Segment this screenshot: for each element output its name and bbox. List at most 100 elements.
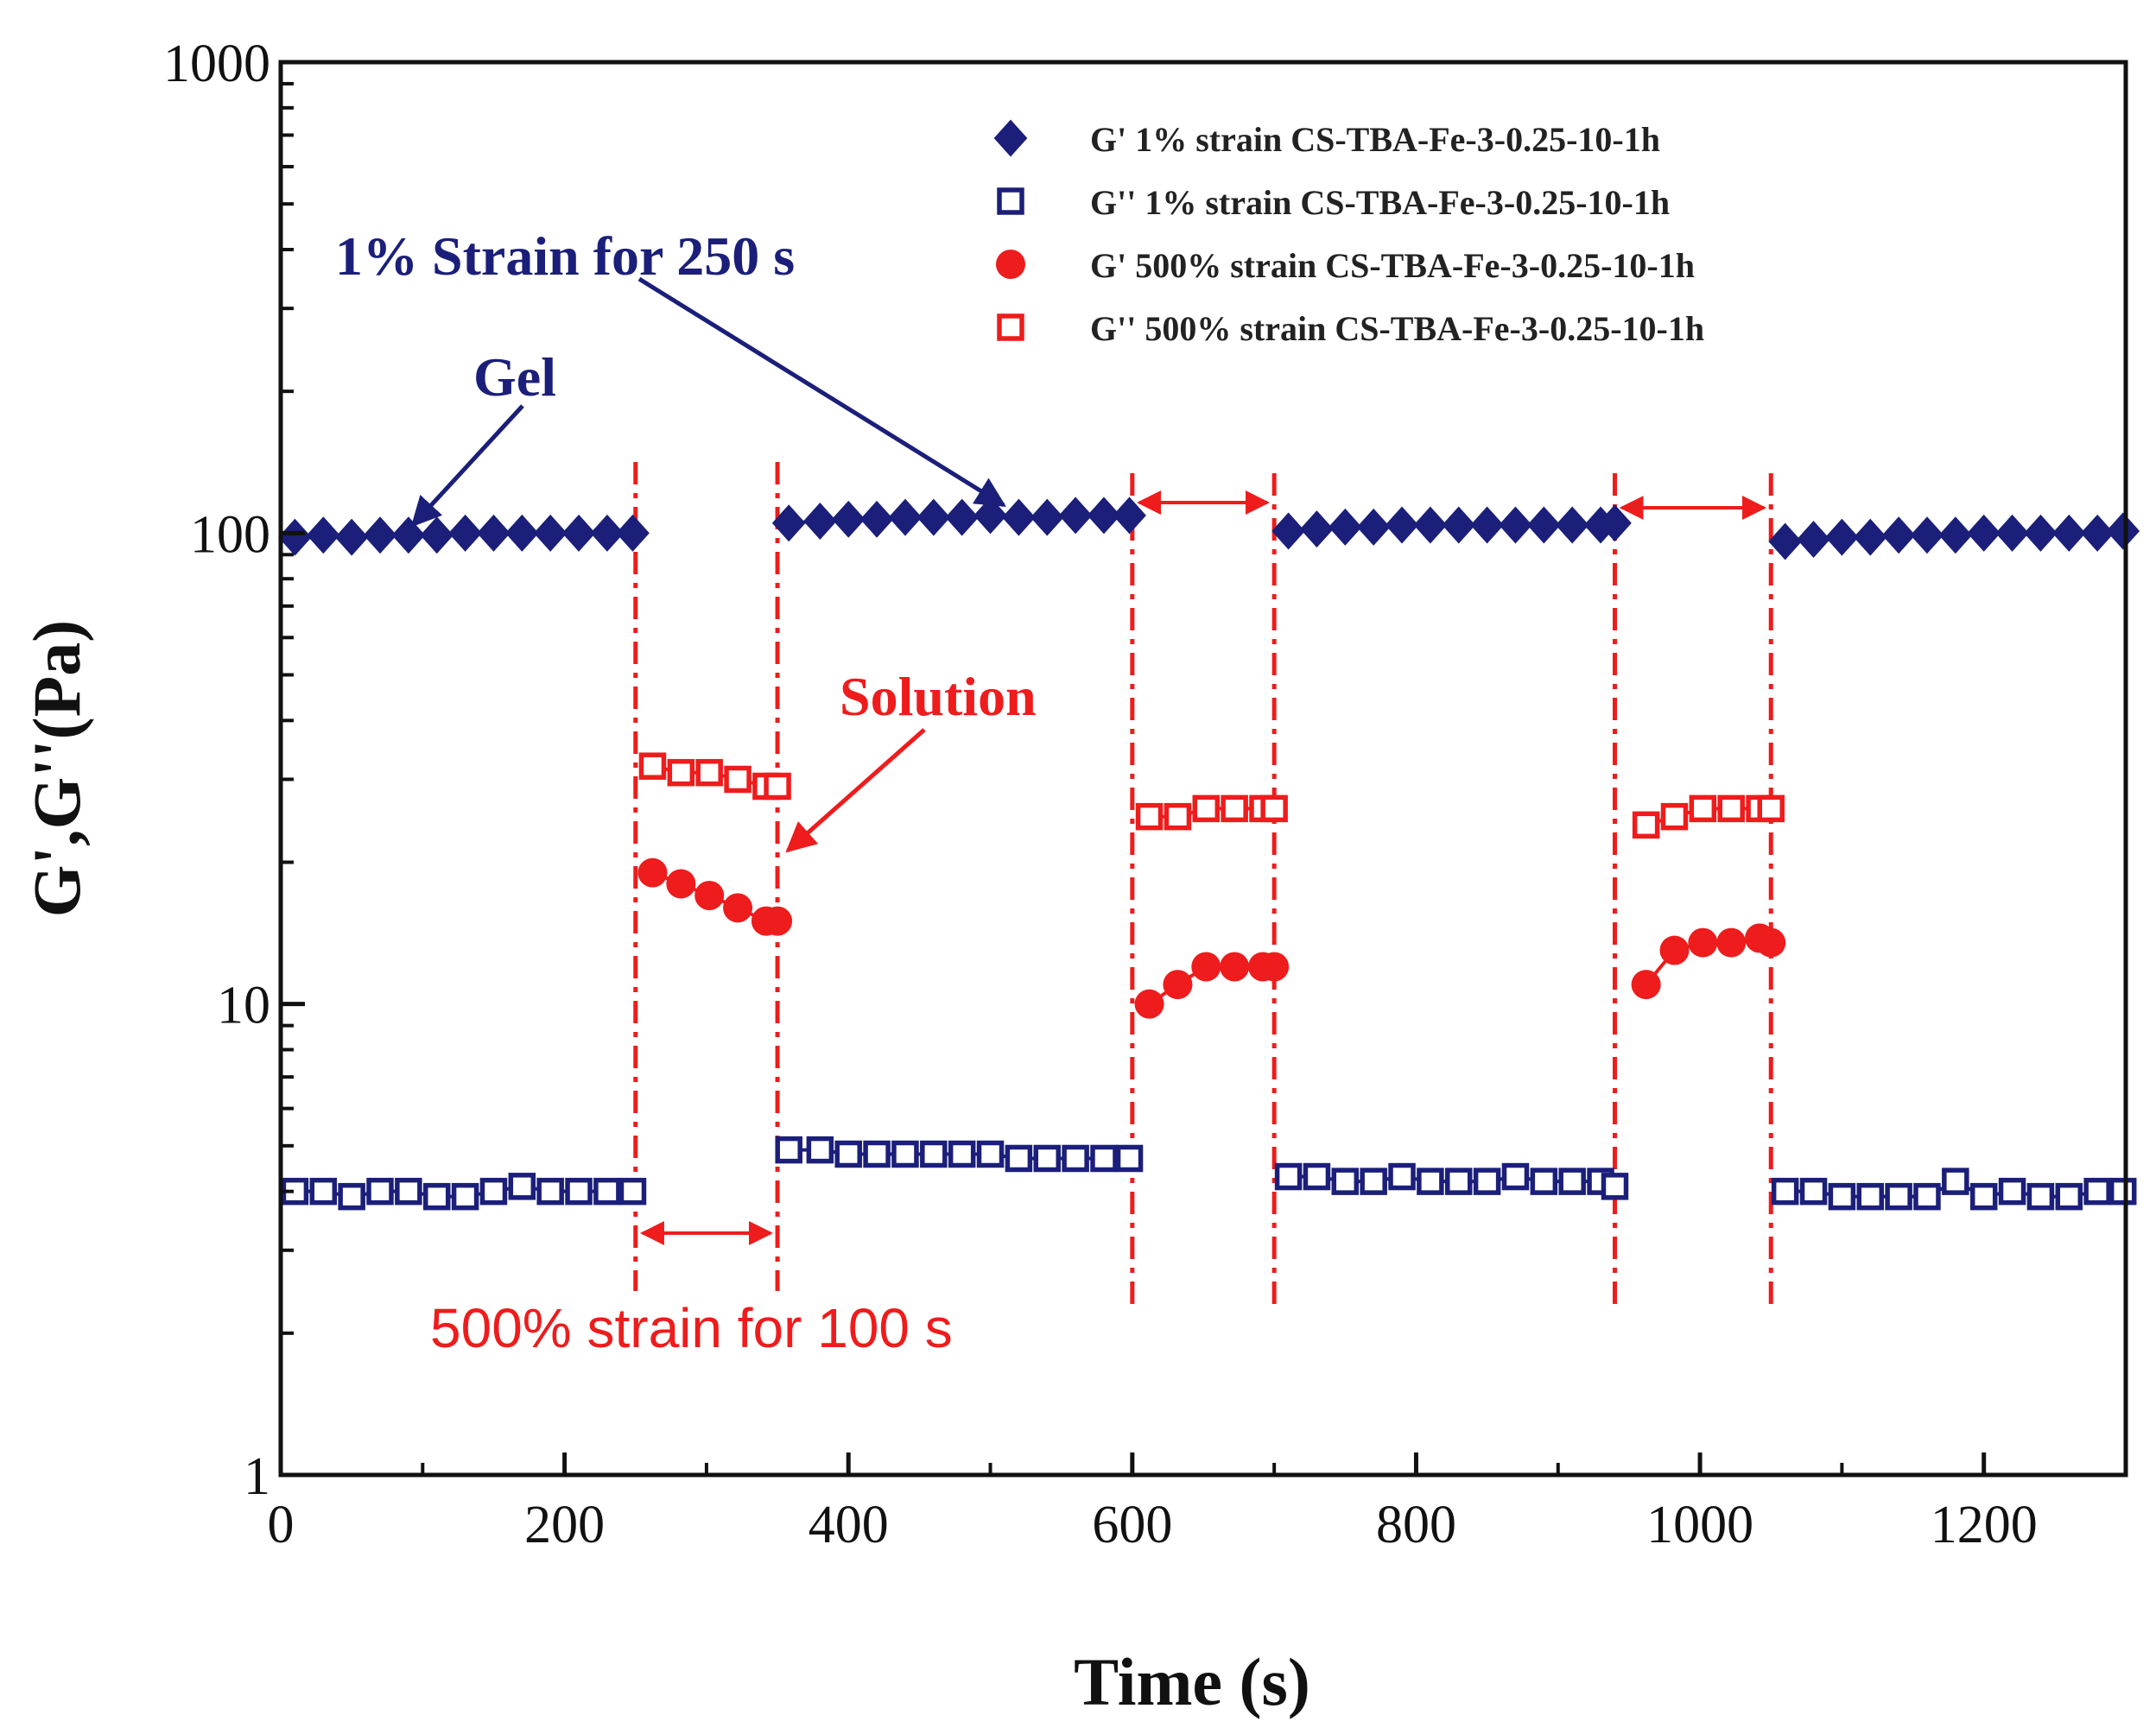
legend-entry-2: G' 500% strain CS-TBA-Fe-3-0.25-10-1h	[1090, 246, 1695, 285]
series-0-point-3-11	[2080, 514, 2115, 552]
series-2-point-1-1	[1163, 970, 1193, 1000]
series-1-point-3-4	[1885, 1182, 1912, 1211]
y-tick-label: 1000	[163, 35, 270, 93]
series-2-point-1-3	[1220, 952, 1250, 982]
series-3-point-2-3	[1717, 794, 1745, 823]
series-1-point-1-5	[920, 1140, 948, 1168]
series-1-point-1-10	[1062, 1144, 1089, 1173]
series-1-point-2-10	[1558, 1168, 1586, 1195]
series-1-point-2-9	[1530, 1168, 1558, 1195]
series-0-point-1-3	[859, 500, 894, 538]
series-2-point-0-2	[694, 880, 725, 910]
series-0-point-1-4	[888, 498, 923, 536]
legend-marker-0	[993, 119, 1028, 157]
series-0-point-3-0	[1768, 522, 1803, 560]
series-0-point-0-7	[477, 514, 510, 552]
legend-marker-3	[997, 313, 1024, 341]
series-0-point-3-2	[1825, 518, 1859, 556]
arrow-strain-1	[637, 276, 1006, 508]
series-0-point-2-9	[1526, 506, 1561, 544]
series-0-point-2-3	[1356, 508, 1391, 546]
series-0-point-0-8	[504, 514, 539, 552]
series-0-point-2-2	[1328, 508, 1362, 546]
series-1-point-2-3	[1360, 1168, 1387, 1195]
series-2-point-2-2	[1688, 927, 1718, 958]
series-0-point-0-3	[363, 516, 397, 554]
series-0-point-0-4	[391, 516, 426, 554]
series-3-point-1-3	[1221, 794, 1248, 823]
series-0-point-3-8	[1995, 514, 2029, 552]
series-1-point-0-7	[479, 1177, 508, 1206]
series-1-point-0-3	[366, 1177, 394, 1206]
series-1-point-1-4	[891, 1140, 919, 1168]
series-0-point-1-11	[1087, 497, 1121, 535]
series-0-point-1-12	[1113, 497, 1146, 535]
series-3-point-2-2	[1689, 794, 1717, 823]
series-3-point-0-0	[638, 752, 667, 780]
series-0-point-3-5	[1910, 516, 1944, 554]
series-0-point-0-11	[590, 514, 625, 552]
series-0-point-1-1	[803, 503, 837, 541]
x-tick-label: 200	[524, 1496, 605, 1554]
series-2-point-2-1	[1659, 935, 1690, 965]
x-tick-label: 1000	[1646, 1496, 1753, 1554]
series-0-point-3-4	[1881, 516, 1916, 554]
series-1-point-1-0	[775, 1136, 802, 1164]
series-1-point-1-8	[1005, 1144, 1033, 1173]
y-axis-title: G',G''(Pa)	[19, 620, 94, 917]
series-2-point-2-3	[1716, 927, 1747, 958]
series-1-point-3-12	[2108, 1177, 2137, 1206]
x-axis-title: Time (s)	[1074, 1644, 1310, 1719]
series-2-point-0-3	[723, 893, 753, 923]
series-2-point-0-0	[637, 858, 668, 888]
series-1-point-1-9	[1033, 1144, 1062, 1173]
data-points	[278, 497, 2140, 1211]
y-tick-label: 1	[244, 1447, 270, 1506]
series-0-point-3-12	[2106, 512, 2140, 550]
series-1-point-2-8	[1501, 1162, 1530, 1191]
series-1-point-0-1	[309, 1177, 338, 1206]
series-2-point-2-5	[1756, 927, 1786, 958]
annotation-solution: Solution	[840, 666, 1037, 727]
series-3-point-1-2	[1192, 794, 1221, 823]
x-tick-label: 1200	[1931, 1496, 2038, 1554]
series-0-point-0-9	[533, 514, 568, 552]
legend-entry-0: G' 1% strain CS-TBA-Fe-3-0.25-10-1h	[1090, 120, 1660, 159]
series-0-point-1-8	[1002, 498, 1036, 536]
series-1-point-3-5	[1913, 1182, 1941, 1211]
series-0-point-2-12	[1598, 504, 1632, 542]
series-3-point-0-3	[724, 765, 751, 794]
series-1-point-2-2	[1331, 1168, 1360, 1195]
series-1-point-2-6	[1445, 1168, 1473, 1195]
y-tick-label: 100	[190, 505, 270, 564]
series-0-point-2-1	[1300, 510, 1334, 548]
series-0-point-2-6	[1442, 506, 1476, 544]
series-1-point-1-6	[948, 1140, 976, 1168]
legend-marker-2	[996, 250, 1025, 279]
series-0-point-1-5	[916, 498, 951, 536]
series-2-point-2-0	[1631, 970, 1661, 1000]
series-1-point-1-1	[806, 1136, 834, 1164]
series-1-point-0-9	[536, 1177, 564, 1206]
series-0-point-2-10	[1555, 506, 1589, 544]
series-0-point-3-1	[1797, 521, 1830, 559]
series-0-point-3-7	[1967, 514, 2001, 552]
series-3-point-1-0	[1135, 802, 1164, 831]
series-0-point-0-12	[616, 514, 650, 552]
series-1-point-3-3	[1856, 1182, 1884, 1211]
series-1-point-2-5	[1417, 1168, 1444, 1195]
series-2-point-1-5	[1259, 952, 1290, 982]
series-1-point-3-7	[1969, 1182, 1998, 1211]
series-0-point-0-5	[420, 516, 454, 554]
series-2-point-1-2	[1191, 952, 1221, 982]
tick-labels: 0 200 400 600 800 1000 1200 1 10 100 1000	[163, 35, 2038, 1554]
series-1-point-1-2	[834, 1140, 862, 1168]
series-0-point-3-3	[1853, 518, 1887, 556]
x-tick-label: 600	[1092, 1496, 1172, 1554]
series-3-point-2-1	[1660, 802, 1689, 831]
legend-marker-1	[997, 187, 1024, 215]
series-3-point-2-5	[1757, 794, 1785, 823]
axis-ticks	[278, 60, 2127, 1478]
series-1-point-2-7	[1473, 1168, 1501, 1195]
x-tick-label: 400	[808, 1496, 889, 1554]
